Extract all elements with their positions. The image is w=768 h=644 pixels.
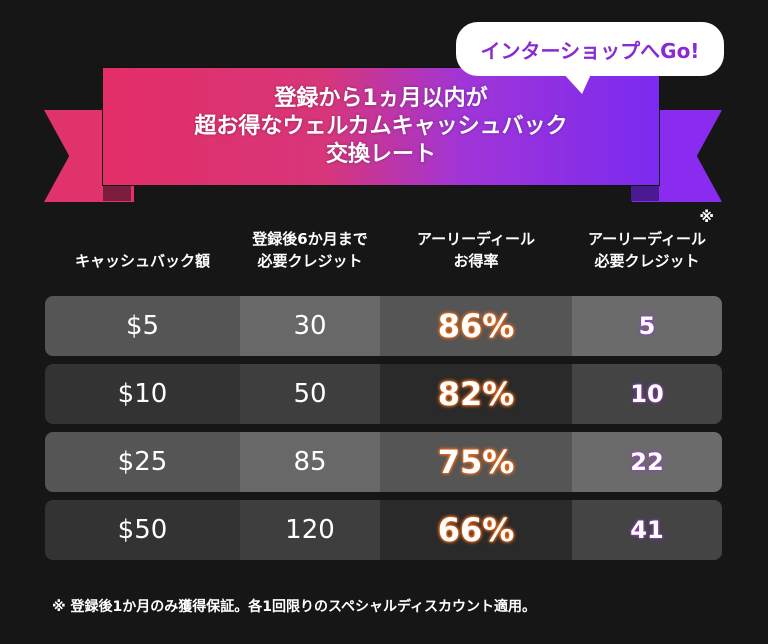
- footnote: ※ 登録後1か月のみ獲得保証。各1回限りのスペシャルディスカウント適用。: [52, 599, 537, 615]
- table-row: $10 50 82% 10: [45, 364, 722, 424]
- early-credits-cell: 5: [572, 296, 722, 356]
- cashback-cell: $25: [45, 432, 240, 492]
- table-row: $50 120 66% 41: [45, 500, 722, 560]
- cashback-cell: $5: [45, 296, 240, 356]
- title-line-2: 超お得なウェルカムキャッシュバック: [194, 113, 568, 139]
- title-line-1: 登録から1ヵ月以内が: [274, 85, 488, 111]
- early-credits-cell: 22: [572, 432, 722, 492]
- rate-cell: 66%: [380, 500, 572, 560]
- header-early-rate: アーリーディール お得率: [416, 230, 536, 270]
- credits-cell: 30: [240, 296, 380, 356]
- rate-cell: 86%: [380, 296, 572, 356]
- table-row: $25 85 75% 22: [45, 432, 722, 492]
- rate-cell: 75%: [380, 432, 572, 492]
- cashback-cell: $10: [45, 364, 240, 424]
- cashback-cell: $50: [45, 500, 240, 560]
- ribbon-fold-left: [103, 183, 131, 201]
- rate-cell: 82%: [380, 364, 572, 424]
- credits-cell: 50: [240, 364, 380, 424]
- credits-cell: 85: [240, 432, 380, 492]
- title-banner: 登録から1ヵ月以内が 超お得なウェルカムキャッシュバック 交換レート: [103, 68, 659, 185]
- early-credits-cell: 41: [572, 500, 722, 560]
- header-required-credits: 登録後6か月まで 必要クレジット: [252, 230, 368, 270]
- ribbon-fold-right: [631, 183, 659, 201]
- bubble-text: インターショップへGo!: [480, 38, 700, 63]
- early-credits-cell: 10: [572, 364, 722, 424]
- credits-cell: 120: [240, 500, 380, 560]
- intershop-speech-bubble[interactable]: インターショップへGo!: [456, 22, 724, 76]
- table-row: $5 30 86% 5: [45, 296, 722, 356]
- header-early-credits: ※ アーリーディール 必要クレジット: [587, 208, 714, 270]
- title-line-3: 交換レート: [325, 141, 436, 167]
- header-cashback: キャッシュバック額: [74, 252, 210, 270]
